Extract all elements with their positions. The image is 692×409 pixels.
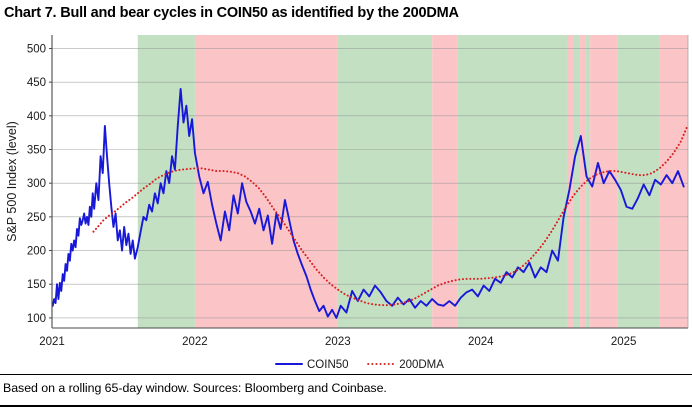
cycle-band-bear	[194, 35, 338, 328]
cycle-band-bull	[617, 35, 660, 328]
legend-label-coin50: COIN50	[307, 359, 349, 371]
x-tick-labels: 2021 2022 2023 2024 2025	[39, 336, 636, 348]
series-line-coin50	[51, 87, 685, 319]
cycle-band-bull	[457, 35, 568, 328]
y-tick-label: 350	[27, 145, 46, 157]
bottom-divider	[0, 405, 692, 407]
x-tick-label: 2021	[39, 336, 65, 348]
y-tick-label: 100	[27, 313, 46, 325]
legend-label-200dma: 200DMA	[399, 359, 444, 371]
y-axis-title-text: S&P 500 Index (level)	[5, 121, 19, 242]
gridlines-group	[52, 48, 688, 319]
y-axis-title: S&P 500 Index (level)	[5, 121, 19, 242]
series-group	[51, 87, 688, 319]
series-line-200dma	[92, 126, 688, 307]
y-tick-label: 150	[27, 279, 46, 291]
cycle-bands-group	[52, 35, 688, 328]
x-tick-label: 2022	[182, 336, 208, 348]
x-tick-label: 2023	[325, 336, 351, 348]
chart-plot-area: 100 150 200 250 300 350 400 450 500 2021 2022 2023…	[5, 35, 689, 371]
y-tick-label: 500	[27, 43, 46, 55]
cycle-band-bull	[137, 35, 195, 328]
cycle-band-bull	[572, 35, 581, 328]
chart-title: Chart 7. Bull and bear cycles in COIN50 …	[4, 5, 459, 21]
cycle-band-bull	[585, 35, 591, 328]
cycle-band-bear	[580, 35, 586, 328]
y-tick-label: 400	[27, 111, 46, 123]
cycle-band-bull	[337, 35, 433, 328]
x-tick-label: 2024	[468, 336, 494, 348]
footer-divider	[0, 374, 692, 375]
x-tick-label: 2025	[611, 336, 637, 348]
axes-group	[51, 35, 689, 329]
y-tick-label: 250	[27, 212, 46, 224]
y-tick-label: 450	[27, 77, 46, 89]
footer-note: Based on a rolling 65-day window. Source…	[3, 381, 387, 395]
y-tick-labels: 100 150 200 250 300 350 400 450 500	[27, 43, 52, 325]
chart-legend: COIN50 200DMA	[275, 359, 444, 371]
cycle-band-bear	[432, 35, 458, 328]
y-tick-label: 200	[27, 246, 46, 258]
y-tick-label: 300	[27, 178, 46, 190]
